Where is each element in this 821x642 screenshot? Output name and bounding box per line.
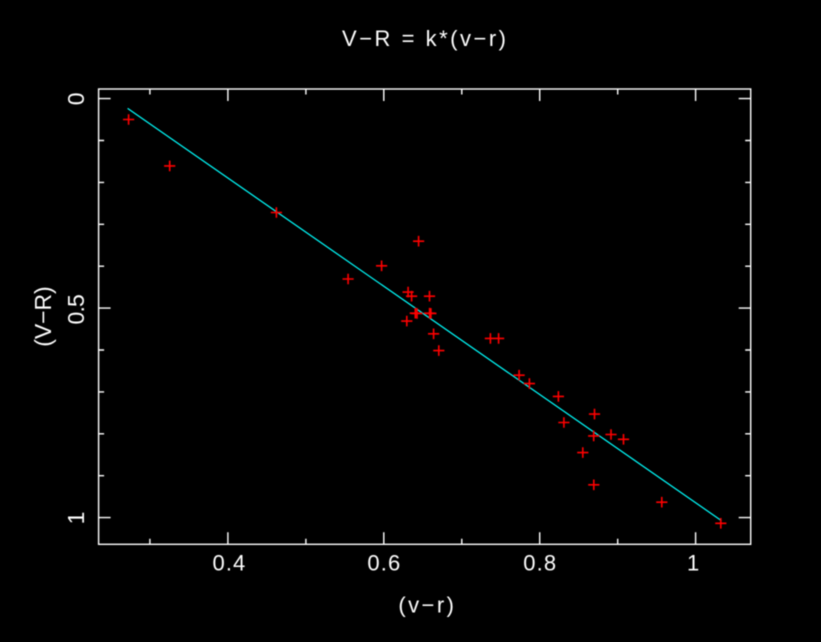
svg-text:1: 1 bbox=[687, 551, 699, 576]
svg-text:0: 0 bbox=[63, 92, 89, 105]
svg-text:(V−R): (V−R) bbox=[30, 286, 56, 346]
svg-text:0.6: 0.6 bbox=[367, 551, 400, 576]
svg-text:0.8: 0.8 bbox=[523, 551, 556, 576]
svg-text:0.5: 0.5 bbox=[63, 294, 89, 324]
svg-text:1: 1 bbox=[63, 512, 89, 525]
svg-text:0.4: 0.4 bbox=[213, 551, 246, 576]
